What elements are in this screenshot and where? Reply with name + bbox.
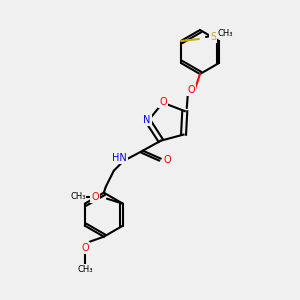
Text: CH₃: CH₃ — [217, 28, 233, 38]
Text: S: S — [210, 32, 216, 42]
Text: N: N — [143, 115, 151, 125]
Text: O: O — [91, 192, 99, 202]
Text: CH₃: CH₃ — [70, 192, 85, 201]
Text: O: O — [81, 243, 88, 253]
Text: HN: HN — [112, 153, 127, 163]
Text: O: O — [187, 85, 195, 95]
Text: O: O — [159, 97, 166, 107]
Text: CH₃: CH₃ — [77, 265, 93, 274]
Text: O: O — [163, 155, 171, 165]
